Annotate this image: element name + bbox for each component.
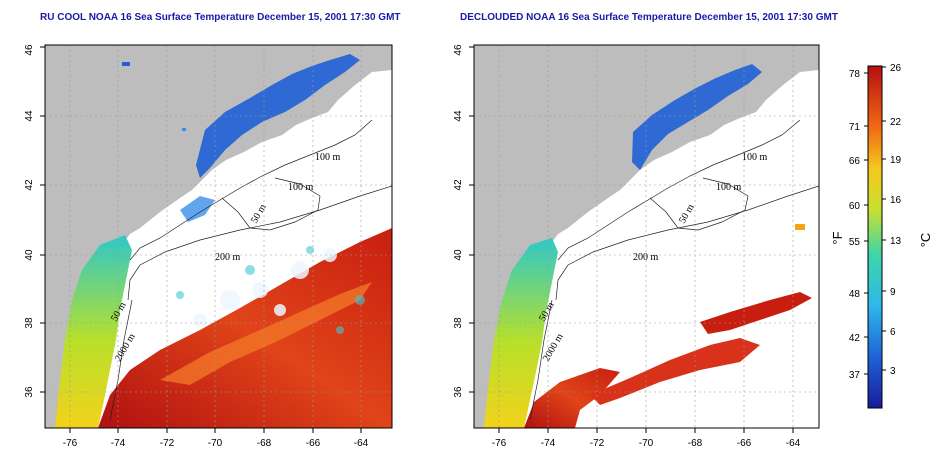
contour-label: 100 m xyxy=(288,182,314,193)
teal-speckle xyxy=(176,246,365,334)
left-map-panel: 100 m 100 m 50 m 200 m 50 m 2000 m xyxy=(24,44,393,449)
shelf-water xyxy=(484,238,558,428)
f-tick: 42 xyxy=(849,333,861,344)
warm-patch xyxy=(795,224,805,230)
lon-tick: -70 xyxy=(639,438,654,449)
lat-tick: 36 xyxy=(453,386,464,398)
f-tick: 60 xyxy=(849,201,861,212)
left-map-title: RU COOL NOAA 16 Sea Surface Temperature … xyxy=(40,12,401,23)
celsius-label: °C xyxy=(918,233,933,248)
x-axis-ticks: -76 -74 -72 -70 -68 -66 -64 xyxy=(63,438,369,449)
warm-filament xyxy=(700,292,812,334)
cold-water-patch xyxy=(180,196,215,222)
lat-tick: 44 xyxy=(453,110,464,122)
f-tick: 71 xyxy=(849,122,861,133)
lon-tick: -72 xyxy=(590,438,605,449)
lat-tick: 36 xyxy=(24,386,35,398)
land-mass xyxy=(45,45,392,428)
contour-label: 100 m xyxy=(315,152,341,163)
c-tick: 9 xyxy=(890,287,896,298)
lat-tick: 46 xyxy=(453,44,464,56)
lon-tick: -68 xyxy=(688,438,703,449)
c-tick: 26 xyxy=(890,63,902,74)
y-axis-ticks: 36 38 40 42 44 46 xyxy=(24,44,35,398)
lon-tick: -64 xyxy=(354,438,369,449)
colorbar-gradient xyxy=(867,65,883,409)
right-map-panel: 100 m 100 m 50 m 200 m 50 m 2000 m xyxy=(453,44,820,449)
lon-tick: -76 xyxy=(492,438,507,449)
bathymetry-contours xyxy=(109,119,392,421)
lon-tick: -64 xyxy=(786,438,801,449)
contour-label: 100 m xyxy=(742,152,768,163)
fahrenheit-label: °F xyxy=(830,231,845,244)
lon-tick: -72 xyxy=(160,438,175,449)
celsius-ticks: 26 22 19 16 13 9 6 3 xyxy=(890,63,902,377)
lat-tick: 42 xyxy=(24,179,35,191)
c-tick: 19 xyxy=(890,155,902,166)
lat-tick: 42 xyxy=(453,179,464,191)
colorbar: 78 71 66 60 55 48 42 37 26 22 19 16 13 9… xyxy=(830,63,933,409)
lon-tick: -68 xyxy=(257,438,272,449)
cold-water-patch xyxy=(632,64,762,170)
lat-tick: 44 xyxy=(24,110,35,122)
lat-tick: 46 xyxy=(24,44,35,56)
lat-tick: 40 xyxy=(24,249,35,261)
lon-tick: -70 xyxy=(208,438,223,449)
warm-filament xyxy=(590,338,760,405)
lat-tick: 38 xyxy=(453,317,464,329)
contour-label: 100 m xyxy=(716,182,742,193)
c-tick: 13 xyxy=(890,236,902,247)
graticule xyxy=(45,45,392,428)
f-tick: 78 xyxy=(849,69,861,80)
lon-tick: -74 xyxy=(111,438,126,449)
warm-filament xyxy=(160,282,372,385)
right-map-title: DECLOUDED NOAA 16 Sea Surface Temperatur… xyxy=(460,12,838,23)
x-axis-ticks: -76 -74 -72 -70 -68 -66 -64 xyxy=(492,438,801,449)
c-tick: 6 xyxy=(890,327,896,338)
f-tick: 48 xyxy=(849,289,861,300)
map-frame xyxy=(44,44,393,429)
cold-water-patch xyxy=(196,54,360,178)
c-tick: 16 xyxy=(890,195,902,206)
lon-tick: -76 xyxy=(63,438,78,449)
lon-tick: -74 xyxy=(541,438,556,449)
c-tick: 22 xyxy=(890,117,902,128)
lon-tick: -66 xyxy=(737,438,752,449)
lat-tick: 38 xyxy=(24,317,35,329)
y-axis-ticks: 36 38 40 42 44 46 xyxy=(453,44,464,398)
land-mass xyxy=(474,45,819,428)
contour-label: 200 m xyxy=(215,252,241,263)
f-tick: 55 xyxy=(849,237,861,248)
lat-tick: 40 xyxy=(453,249,464,261)
f-tick: 66 xyxy=(849,156,861,167)
gulf-stream xyxy=(524,368,620,428)
f-tick: 37 xyxy=(849,370,861,381)
contour-label: 200 m xyxy=(633,252,659,263)
fahrenheit-ticks: 78 71 66 60 55 48 42 37 xyxy=(849,69,861,381)
graticule xyxy=(474,45,819,428)
c-tick: 3 xyxy=(890,366,896,377)
shelf-water xyxy=(55,235,132,428)
lon-tick: -66 xyxy=(306,438,321,449)
